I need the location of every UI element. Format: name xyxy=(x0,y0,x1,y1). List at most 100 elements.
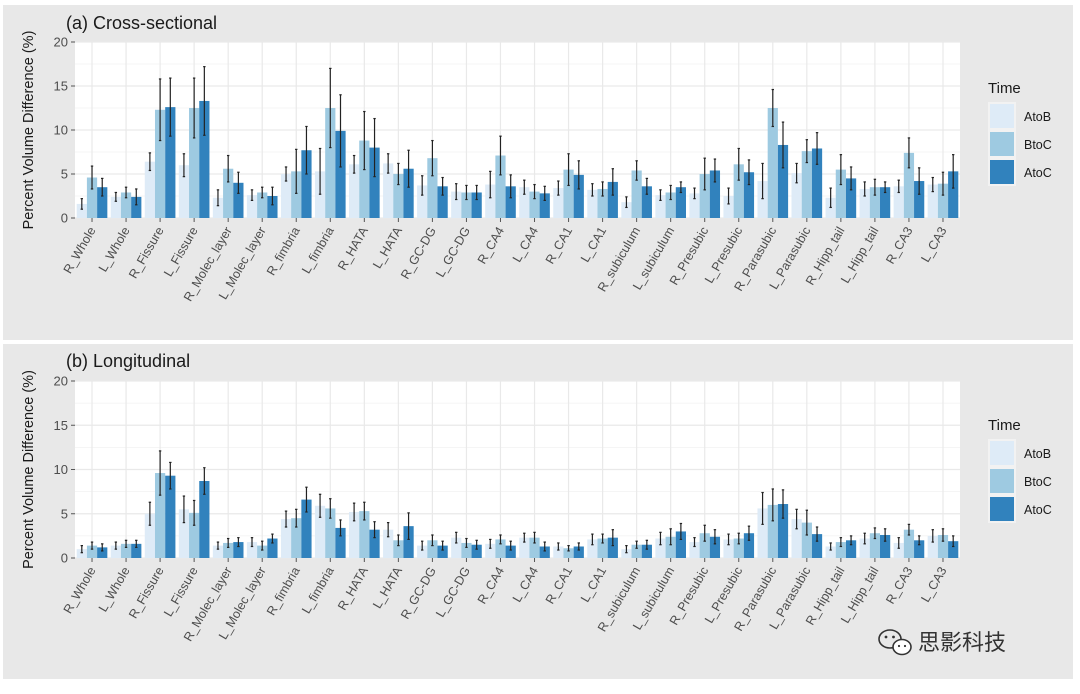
bar-AtoB xyxy=(825,546,836,558)
bar-AtoC xyxy=(845,178,857,218)
bar-AtoB xyxy=(519,187,530,218)
bar-BtoC xyxy=(597,538,608,558)
bar-BtoC xyxy=(189,108,200,218)
bar-AtoB xyxy=(791,173,802,218)
bar-AtoC xyxy=(675,531,686,558)
bar-AtoC xyxy=(743,172,755,218)
legend-swatch-AtoB xyxy=(990,441,1014,465)
bar-AtoB xyxy=(212,545,224,558)
bar-AtoB xyxy=(144,161,155,218)
bar-AtoC xyxy=(267,196,278,218)
bar-AtoC xyxy=(539,193,550,218)
bar-AtoC xyxy=(97,547,108,558)
bar-BtoC xyxy=(325,108,336,218)
bar-BtoC xyxy=(223,542,234,558)
bar-AtoB xyxy=(587,539,598,558)
legend-swatch-BtoC xyxy=(990,132,1014,156)
bar-BtoC xyxy=(189,512,200,558)
y-tick-label: 5 xyxy=(61,506,68,521)
bar-BtoC xyxy=(393,540,404,558)
bar-AtoB xyxy=(927,184,938,218)
y-tick-label: 0 xyxy=(61,211,68,226)
bar-BtoC xyxy=(903,529,915,558)
bar-AtoB xyxy=(451,191,462,218)
bar-AtoC xyxy=(403,168,414,218)
chart-title: (a) Cross-sectional xyxy=(66,13,217,33)
bar-BtoC xyxy=(223,168,234,218)
bar-AtoB xyxy=(757,508,768,558)
bar-BtoC xyxy=(529,191,540,218)
bar-BtoC xyxy=(869,187,881,218)
bar-BtoC xyxy=(120,543,132,558)
bar-AtoC xyxy=(811,148,823,218)
y-tick-label: 5 xyxy=(61,167,68,182)
chart-title: (b) Longitudinal xyxy=(66,351,190,371)
bar-BtoC xyxy=(291,518,302,558)
legend-label: AtoB xyxy=(1024,110,1051,124)
bar-BtoC xyxy=(495,539,506,558)
y-tick-label: 15 xyxy=(54,79,68,94)
bar-AtoB xyxy=(144,513,155,558)
y-tick-label: 10 xyxy=(54,462,68,477)
bar-AtoC xyxy=(709,536,721,558)
legend-label: AtoB xyxy=(1024,447,1051,461)
bar-AtoC xyxy=(369,529,380,558)
bar-AtoC xyxy=(777,144,789,218)
bar-AtoB xyxy=(76,203,87,218)
bar-AtoB xyxy=(451,537,462,558)
bar-BtoC xyxy=(733,538,744,558)
legend-title: Time xyxy=(988,417,1021,434)
y-tick-label: 20 xyxy=(54,374,68,389)
bar-BtoC xyxy=(631,170,642,218)
bar-AtoB xyxy=(553,546,564,558)
legend-label: AtoC xyxy=(1024,503,1052,517)
bar-AtoC xyxy=(437,545,448,558)
bar-AtoB xyxy=(76,549,87,558)
legend-swatch-AtoC xyxy=(990,497,1014,521)
bar-AtoB xyxy=(723,196,734,218)
bar-AtoB xyxy=(587,189,598,218)
bar-BtoC xyxy=(801,522,812,558)
bar-BtoC xyxy=(257,192,268,218)
bar-AtoB xyxy=(689,542,700,558)
bar-AtoC xyxy=(335,130,346,218)
y-tick-label: 10 xyxy=(54,123,68,138)
bar-AtoC xyxy=(709,170,721,218)
y-axis-label: Percent Volume Difference (%) xyxy=(21,31,37,230)
bar-AtoB xyxy=(383,163,394,218)
bar-BtoC xyxy=(699,174,710,218)
bar-AtoB xyxy=(417,545,428,558)
bar-BtoC xyxy=(427,158,438,218)
bar-BtoC xyxy=(359,140,370,218)
bar-BtoC xyxy=(154,109,166,218)
legend-title: Time xyxy=(988,80,1021,97)
bar-AtoC xyxy=(335,527,346,558)
bar-AtoC xyxy=(131,196,142,218)
bar-AtoC xyxy=(641,186,652,218)
bar-AtoB xyxy=(553,188,564,218)
bar-AtoB xyxy=(349,511,360,558)
bar-BtoC xyxy=(154,473,166,558)
bar-AtoB xyxy=(621,202,632,218)
wechat-icon xyxy=(878,629,912,656)
bar-AtoC xyxy=(914,181,925,218)
y-axis-label: Percent Volume Difference (%) xyxy=(21,370,37,569)
legend-swatch-AtoB xyxy=(990,104,1014,128)
bar-AtoB xyxy=(655,195,666,218)
bar-AtoC xyxy=(301,499,312,558)
bar-AtoB xyxy=(349,164,360,218)
y-tick-label: 15 xyxy=(54,418,68,433)
bar-BtoC xyxy=(563,169,574,218)
bar-BtoC xyxy=(461,542,472,558)
bar-AtoB xyxy=(280,174,292,218)
bar-BtoC xyxy=(937,183,949,218)
bar-AtoB xyxy=(314,505,326,558)
bar-AtoC xyxy=(165,475,176,558)
bar-AtoB xyxy=(927,535,938,558)
bar-AtoC xyxy=(948,171,959,218)
bar-AtoB xyxy=(689,193,700,218)
bar-AtoC xyxy=(233,182,244,218)
bar-BtoC xyxy=(801,151,812,218)
bar-BtoC xyxy=(257,545,268,558)
bar-AtoB xyxy=(723,539,734,558)
